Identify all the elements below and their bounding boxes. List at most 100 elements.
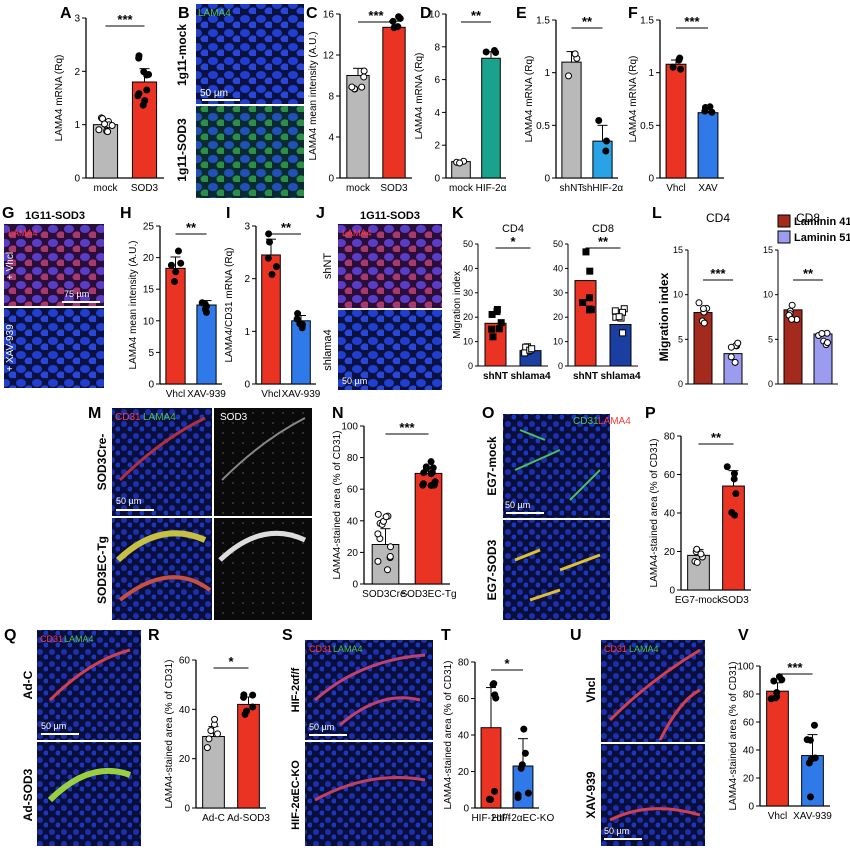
data-point	[249, 703, 257, 711]
data-point	[101, 120, 109, 128]
j-bottom-label: shlama4	[322, 329, 334, 371]
data-point	[143, 71, 151, 79]
g-stain-label: LAMA4	[8, 228, 38, 238]
micrograph-J: 1G11-SOD3 LAMA4 50 µm shNT shlama4	[322, 210, 442, 390]
bar-XAV	[697, 112, 719, 179]
data-point	[360, 67, 368, 75]
data-point	[386, 552, 394, 560]
bar-XAV-939	[196, 304, 217, 385]
data-point	[374, 557, 382, 565]
chart-a: 0 1 2 3 LAMA4 mRNA (Rq) mock SOD3 ***	[54, 12, 164, 194]
data-point	[488, 325, 496, 333]
y-tick-label: 0	[148, 380, 154, 391]
chart-d: 0 2 4 6 8 10 LAMA4 mRNA (Rq) mock HIF-2α **	[414, 8, 507, 194]
legend-l: Laminin 411 Laminin 511	[777, 214, 850, 244]
data-point	[264, 254, 272, 262]
y-axis-label: LAMA4-stained area (% of CD31)	[728, 662, 739, 811]
panel-label-f: F	[628, 5, 638, 22]
micrograph-O: CD31 LAMA4 50 µm EG7-mock EG7-SOD3	[485, 414, 631, 620]
y-tick-label: 0	[328, 174, 334, 185]
micrograph-Q: CD31 LAMA4 50 µm Ad-C Ad-SOD3	[21, 630, 141, 846]
u-top-label: Vhcl	[584, 677, 598, 702]
data-point	[788, 315, 796, 323]
data-point	[528, 345, 536, 353]
y-tick-label: 20	[179, 754, 191, 765]
y-tick-label: 30	[463, 288, 473, 298]
y-tick-label: 16	[323, 10, 335, 21]
q-stain2: LAMA4	[64, 634, 94, 644]
y-axis-label: LAMA4 mRNA (Rq)	[524, 56, 535, 143]
bar	[484, 322, 507, 367]
sig-label: ***	[684, 14, 700, 29]
data-point	[723, 463, 731, 471]
m-top-label: SOD3Cre-	[95, 434, 109, 491]
y-tick-label: 100	[737, 662, 754, 673]
x-tick-label: shNT	[560, 183, 584, 194]
micrograph-S: CD31 LAMA4 50 µm HIF-2αf/f HIF-2αEC-KO	[290, 640, 433, 846]
image-q-top	[37, 630, 141, 740]
data-point	[211, 715, 219, 723]
data-point	[265, 230, 273, 238]
y-tick-label: 6	[434, 75, 440, 86]
y-tick-label: 1	[74, 120, 80, 131]
data-point	[492, 48, 500, 56]
image-o-bottom	[503, 520, 610, 620]
y-tick-label: 0	[669, 586, 675, 597]
data-point	[693, 545, 701, 553]
y-tick-label: 0.5	[536, 121, 550, 132]
sig-label: **	[281, 220, 292, 235]
y-tick-label: 0	[678, 379, 683, 389]
y-tick-label: 5	[148, 348, 154, 359]
data-point	[699, 305, 707, 313]
sig-label: ***	[787, 660, 803, 675]
sig-label: ***	[117, 12, 133, 27]
panel-label-c: C	[306, 5, 318, 22]
y-tick-label: 100	[341, 422, 358, 433]
data-point	[249, 691, 257, 699]
data-point	[727, 343, 735, 351]
x-tick-label: shNT	[573, 371, 598, 382]
data-point	[134, 92, 142, 100]
data-point	[730, 475, 738, 483]
panel-label-m: M	[88, 405, 101, 422]
chart-h: 0 5 10 15 20 25 LAMA4 mean intensity (A.U.) Vhc…	[128, 220, 226, 400]
o-stain2: LAMA4	[598, 416, 631, 427]
x-tick-label: mock	[346, 183, 371, 194]
data-point	[615, 313, 623, 321]
x-tick-label: SOD3EC-Tg	[400, 589, 456, 600]
image-m-tr	[214, 408, 312, 516]
data-point	[732, 490, 740, 498]
image-g-bottom	[4, 308, 104, 388]
data-point	[619, 329, 627, 337]
data-point	[611, 307, 619, 315]
x-tick-label: -SOD3	[718, 595, 749, 606]
data-point	[770, 677, 778, 685]
sig-label: *	[504, 656, 510, 671]
y-tick-label: 50	[463, 239, 473, 249]
y-tick-label: 0.5	[640, 121, 654, 132]
data-point	[775, 673, 783, 681]
y-tick-label: 40	[743, 746, 755, 757]
y-tick-label: 80	[458, 658, 470, 669]
s-stain1: CD31	[309, 644, 332, 654]
data-point	[374, 510, 382, 518]
b-bottom-label: 1g11-SOD3	[175, 118, 189, 182]
data-point	[675, 56, 683, 64]
b-scale-label: 50 µm	[200, 88, 228, 99]
y-tick-label: 0	[544, 174, 550, 185]
data-point	[823, 339, 831, 347]
y-tick-label: 60	[179, 656, 191, 667]
x-tick-label: mock	[94, 183, 119, 194]
y-tick-label: 3	[244, 222, 250, 233]
bar--SOD3	[722, 485, 745, 591]
micrograph-B: LAMA4 50 µm 1g11-mock 1g11-SOD3	[175, 4, 304, 198]
u-scale-label: 50 µm	[604, 826, 629, 836]
sig-label: ***	[710, 266, 726, 281]
o-bottom-label: EG7-SOD3	[485, 539, 499, 600]
panel-label-a: A	[60, 5, 72, 22]
y-tick-label: 4	[434, 108, 440, 119]
